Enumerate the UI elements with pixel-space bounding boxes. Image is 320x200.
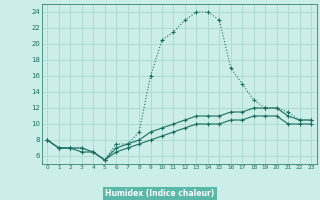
Text: Humidex (Indice chaleur): Humidex (Indice chaleur) [105,189,215,198]
